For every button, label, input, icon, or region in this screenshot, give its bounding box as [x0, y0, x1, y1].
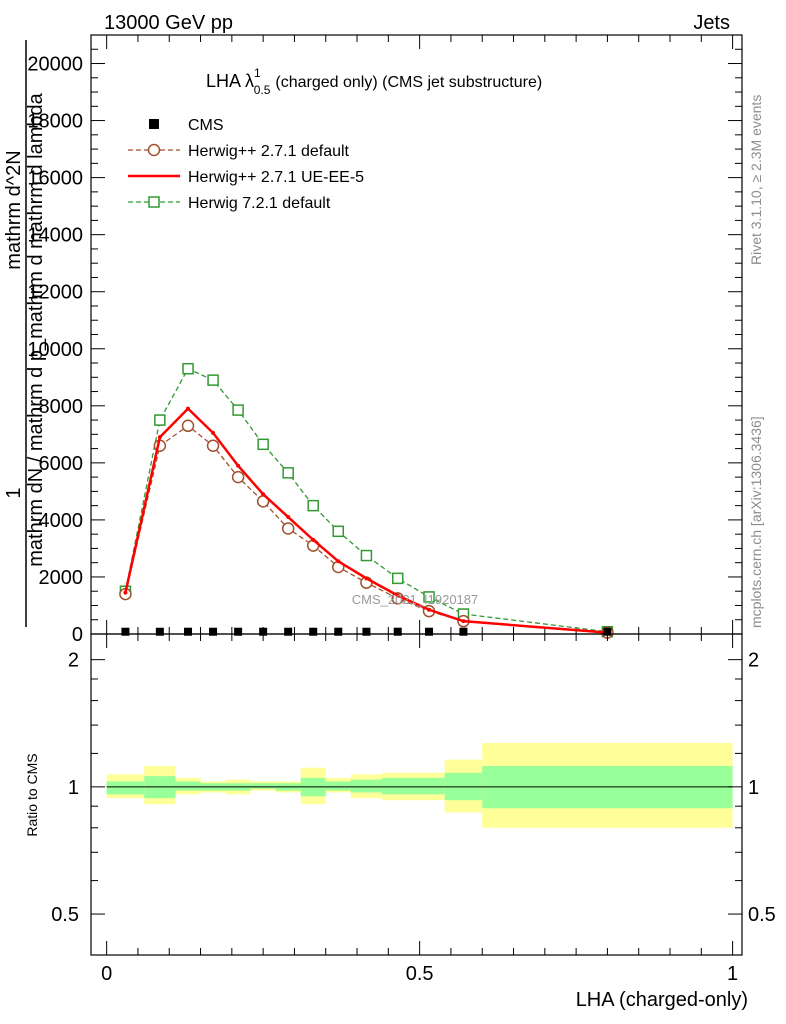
series-herwig721-marker	[257, 438, 269, 451]
y-tick-label: 6000	[39, 453, 84, 475]
y-tick-label: 8000	[39, 396, 84, 418]
series-herwig-ueee5-marker	[311, 537, 316, 542]
y-tick-label: 18000	[27, 111, 83, 133]
ratio-y-tick-label-right: 0.5	[748, 904, 776, 926]
ratio-band-inner-9	[350, 779, 383, 793]
watermark: CMS_2021_I1920187	[352, 592, 479, 607]
legend-marker-cms	[149, 119, 159, 129]
series-herwig721-marker	[207, 374, 219, 386]
y-axis-label: 1 mathrm d^2N mathrm dN / mathrm d p_mat…	[3, 40, 47, 627]
ratio-y-label: Ratio to CMS	[24, 753, 40, 836]
y-tick-label: 16000	[27, 168, 83, 190]
series-herwig-ueee5-marker	[364, 576, 369, 581]
series-herwig721-marker	[332, 525, 345, 538]
series-herwig-ueee5-line	[124, 406, 608, 634]
header-left: 13000 GeV pp	[104, 12, 233, 34]
series-cms-marker	[284, 627, 293, 636]
series-cms-marker	[234, 627, 243, 636]
y-tick-label: 2000	[39, 567, 84, 589]
legend-entry-label: CMS	[188, 117, 224, 134]
ratio-y-tick-label-right: 1	[748, 777, 759, 799]
ratio-y-tick-label: 0.5	[51, 904, 79, 926]
x-tick-label: 0	[101, 963, 112, 985]
ratio-band-inner-2	[175, 781, 201, 791]
ratio-y-tick-label-right: 2	[748, 650, 759, 672]
series-herwig721-marker	[391, 572, 404, 585]
series-cms-marker	[309, 627, 318, 636]
legend-title-sub: 0.5	[254, 83, 271, 97]
legend-marker-herwig-default	[147, 143, 161, 157]
rivet-label: Rivet 3.1.10, ≥ 2.3M events	[748, 95, 764, 265]
ratio-y-tick-label: 2	[68, 650, 79, 672]
series-herwig-ueee5-marker	[427, 607, 432, 612]
series-herwig-default-marker	[281, 522, 295, 535]
y-label-denom: mathrm dN / mathrm d p_mathrm d mathrm d…	[25, 92, 47, 566]
legend-title-rest: (charged only) (CMS jet substructure)	[275, 74, 542, 91]
series-cms-marker	[425, 627, 434, 636]
legend-title: LHA λ1 0.5 (charged only) (CMS jet substru…	[206, 66, 542, 97]
y-tick-label: 12000	[27, 282, 83, 304]
series-herwig721-marker	[154, 414, 166, 426]
series-herwig-ueee5-marker	[336, 559, 341, 564]
y-tick-label: 0	[72, 624, 83, 646]
ratio-band-inner-0	[106, 781, 145, 795]
series-herwig-ueee5-marker	[286, 515, 291, 520]
series-cms-marker	[209, 627, 218, 636]
x-tick-label: 0.5	[406, 963, 434, 985]
main-panel: 0 2000 4000 6000 8000 10000 12000 14000 16000 180…	[27, 34, 743, 646]
series-herwig-default-marker	[206, 439, 220, 452]
header-right: Jets	[693, 12, 730, 34]
ratio-band-inner-11	[413, 777, 445, 795]
legend-entry-label: Herwig++ 2.7.1 default	[188, 143, 350, 160]
series-cms-marker	[184, 627, 193, 636]
legend-marker-herwig721	[148, 196, 160, 208]
y-tick-label: 4000	[39, 510, 84, 532]
legend-entry-label: Herwig++ 2.7.1 UE-EE-5	[188, 169, 364, 186]
legend-entry-label: Herwig 7.2.1 default	[188, 195, 331, 212]
series-cms-marker	[155, 627, 164, 636]
series-herwig-ueee5-marker	[261, 492, 266, 497]
series-herwig-default-marker	[231, 470, 245, 484]
series-herwig-default-marker	[181, 419, 195, 433]
x-axis-label: LHA (charged-only)	[576, 989, 748, 1011]
series-herwig721-marker	[282, 467, 294, 479]
legend: CMS Herwig++ 2.7.1 default Herwig++ 2.7.1 …	[128, 117, 364, 212]
series-cms-marker	[259, 627, 268, 636]
series-herwig-ueee5-marker	[461, 619, 466, 624]
series-herwig-ueee5-marker	[211, 430, 216, 435]
mcplots-label: mcplots.cern.ch [arXiv:1306.3436]	[748, 416, 764, 628]
ratio-band-inner-10	[382, 777, 414, 795]
series-cms-marker	[121, 627, 130, 636]
series-cms-marker	[362, 627, 371, 636]
y-label-numer: 1	[3, 487, 25, 498]
series-cms-marker	[603, 627, 612, 636]
series-herwig721-marker	[307, 499, 319, 512]
series-cms-marker	[459, 627, 468, 636]
series-herwig721-marker	[423, 591, 435, 603]
ratio-band-inner-5	[250, 783, 276, 789]
series-herwig-ueee5-marker	[236, 463, 241, 468]
series-herwig721-marker	[360, 549, 373, 562]
series-herwig-ueee5-marker	[186, 406, 191, 411]
ratio-band-inner-8	[325, 781, 351, 791]
legend-title-main: LHA λ	[206, 71, 254, 91]
series-herwig-ueee5-marker	[123, 590, 128, 595]
x-tick-label: 1	[727, 963, 738, 985]
series-cms-marker	[334, 627, 343, 636]
ratio-panel: 0 0.5 1 0.5 0.5 1 1 2 2	[51, 633, 776, 985]
series-herwig-ueee5-marker	[395, 593, 400, 598]
y-tick-label: 10000	[27, 339, 83, 361]
legend-title-sup: 1	[254, 66, 261, 80]
ratio-y-tick-label: 1	[68, 777, 79, 799]
series-cms-marker	[393, 627, 402, 636]
series-herwig721-marker	[182, 362, 194, 375]
ratio-frame	[90, 633, 743, 956]
y-tick-label: 20000	[27, 54, 83, 76]
y-tick-label: 14000	[27, 225, 83, 247]
series-herwig721-marker	[232, 404, 244, 416]
y-label-top: mathrm d^2N	[3, 150, 25, 269]
series-herwig-ueee5-marker	[157, 435, 162, 440]
